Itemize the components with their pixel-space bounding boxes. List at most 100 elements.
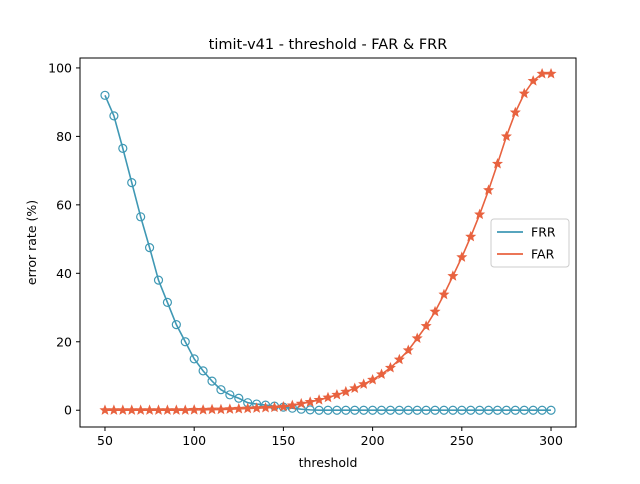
data-point-far [170, 404, 182, 415]
data-point-frr [153, 275, 164, 285]
data-point-frr [332, 405, 342, 415]
data-point-far [144, 404, 156, 415]
data-point-frr [430, 405, 440, 415]
data-point-frr [519, 405, 529, 415]
data-point-frr [492, 405, 503, 415]
data-point-frr [100, 90, 110, 100]
data-point-frr [537, 405, 547, 415]
y-tick-label: 0 [64, 403, 72, 418]
data-point-frr [171, 320, 181, 330]
legend-label-frr: FRR [531, 225, 556, 240]
data-point-far [465, 230, 477, 242]
y-axis-ticks: 0 20 40 60 80 100 [48, 60, 80, 418]
data-point-far [527, 75, 539, 86]
data-point-frr [323, 405, 333, 415]
data-point-far [331, 389, 343, 400]
data-point-frr [359, 405, 369, 415]
data-point-frr [118, 143, 128, 153]
legend-label-far: FAR [531, 247, 555, 262]
data-point-frr [127, 177, 137, 188]
data-point-frr [466, 405, 476, 415]
data-point-frr [180, 337, 190, 347]
x-tick-label: 300 [539, 433, 563, 448]
data-point-far [277, 400, 289, 412]
data-point-frr [216, 385, 226, 395]
data-point-far [242, 402, 254, 414]
data-point-frr [234, 393, 244, 403]
x-tick-label: 200 [361, 433, 385, 448]
data-point-far [545, 67, 557, 79]
data-point-far [268, 401, 280, 413]
data-point-frr [350, 405, 360, 415]
data-point-frr [109, 111, 119, 121]
chart-title: timit-v41 - threshold - FAR & FRR [209, 37, 448, 53]
data-point-frr [510, 405, 520, 415]
data-point-far [474, 208, 486, 220]
data-point-far [286, 399, 298, 411]
data-point-far [491, 157, 504, 169]
data-point-far [117, 404, 129, 415]
data-point-far [358, 378, 370, 389]
data-point-far [456, 251, 468, 262]
data-point-far [251, 402, 263, 413]
data-point-frr [376, 405, 387, 415]
y-axis-label: error rate (%) [24, 200, 39, 285]
data-point-frr [136, 212, 146, 222]
data-point-far [135, 404, 147, 415]
data-point-far [509, 106, 521, 118]
data-point-far [376, 368, 388, 379]
data-point-far [99, 404, 111, 415]
legend-box [490, 218, 570, 268]
x-tick-label: 50 [97, 433, 113, 448]
data-point-frr [341, 405, 351, 415]
data-point-frr [448, 405, 458, 415]
data-point-far [500, 130, 512, 142]
data-point-frr [501, 405, 512, 415]
data-point-far [393, 353, 405, 365]
data-point-far [483, 184, 495, 195]
data-point-frr [439, 405, 449, 415]
y-tick-label: 40 [56, 266, 72, 281]
data-point-frr [368, 405, 378, 415]
data-point-far [536, 67, 548, 79]
x-tick-label: 150 [271, 433, 295, 448]
data-point-frr [385, 405, 396, 415]
data-point-far [295, 397, 307, 409]
data-point-far [402, 344, 414, 356]
data-point-far [438, 288, 450, 300]
y-tick-label: 20 [56, 334, 72, 349]
data-point-far [179, 404, 191, 415]
data-point-frr [412, 405, 422, 415]
x-tick-label: 100 [182, 433, 206, 448]
data-point-frr [314, 405, 324, 415]
data-point-frr [189, 354, 199, 364]
data-point-frr [207, 376, 217, 386]
x-tick-label: 250 [450, 433, 474, 448]
data-point-far [260, 402, 272, 413]
data-point-frr [475, 405, 485, 415]
data-point-frr [305, 405, 315, 415]
legend: FRR FAR [490, 218, 570, 268]
data-point-frr [198, 366, 208, 376]
data-point-far [411, 332, 423, 344]
y-tick-label: 100 [48, 60, 72, 75]
data-point-frr [225, 390, 235, 400]
axes-frame [79, 57, 577, 428]
series-line-frr [104, 94, 552, 412]
data-point-frr [483, 405, 494, 415]
data-point-far [197, 404, 209, 415]
data-point-frr [528, 405, 538, 415]
data-point-far [447, 270, 459, 281]
series-far [99, 67, 557, 415]
data-point-far [161, 404, 173, 415]
data-point-far [304, 396, 316, 407]
y-tick-label: 60 [56, 197, 72, 212]
data-point-far [233, 403, 245, 414]
data-point-far [518, 87, 530, 99]
data-point-far [215, 403, 227, 415]
data-point-far [152, 404, 165, 415]
data-point-far [313, 394, 325, 405]
data-point-frr [162, 297, 173, 308]
